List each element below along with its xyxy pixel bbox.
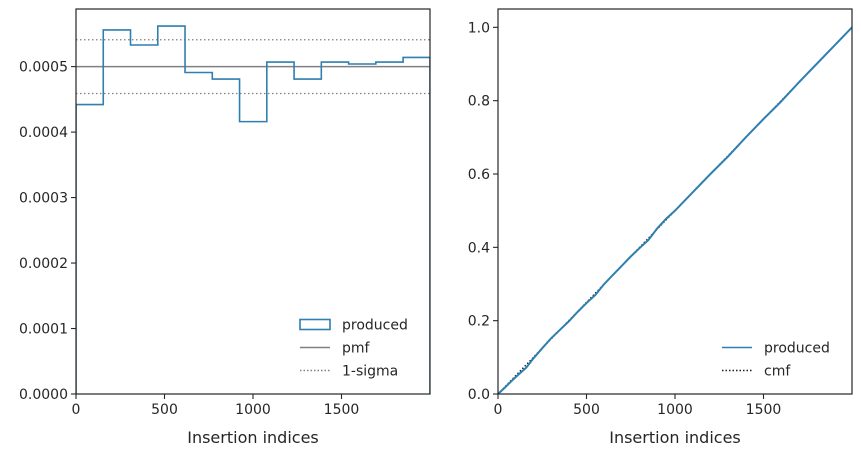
histogram-bin — [267, 62, 294, 394]
legend-label: 1-sigma — [342, 364, 398, 380]
histogram-bin — [376, 62, 403, 394]
legend-label: cmf — [764, 364, 791, 380]
y-tick-label: 0.0002 — [19, 256, 68, 272]
y-tick-label: 0.0005 — [19, 60, 68, 76]
panel-1 — [71, 8, 431, 399]
y-tick-label: 0.0 — [468, 387, 490, 403]
y-tick-label: 0.8 — [468, 94, 490, 110]
legend-label: pmf — [342, 341, 371, 357]
plot-area — [498, 26, 852, 394]
histogram-bin — [240, 122, 267, 394]
x-tick-label: 0 — [72, 402, 81, 418]
y-tick-label: 0.6 — [468, 167, 490, 183]
y-tick-label: 0.0000 — [19, 387, 68, 403]
x-tick-label: 1000 — [235, 402, 271, 418]
histogram-bin — [158, 26, 185, 394]
x-tick-label: 500 — [573, 402, 600, 418]
y-tick-label: 0.2 — [468, 314, 490, 330]
produced-line — [498, 26, 852, 394]
x-tick-label: 1500 — [324, 402, 360, 418]
x-tick-label: 1000 — [657, 402, 693, 418]
legend-label: produced — [342, 318, 408, 334]
legend-swatch-produced — [299, 318, 331, 331]
axes-frame — [497, 8, 853, 395]
histogram-bin — [131, 45, 158, 394]
x-tick-label: 500 — [151, 402, 178, 418]
histogram-bin — [212, 79, 239, 394]
histogram-bin — [294, 79, 321, 394]
x-axis-label: Insertion indices — [609, 428, 741, 447]
x-axis-label: Insertion indices — [187, 428, 319, 447]
y-tick-label: 1.0 — [468, 20, 490, 36]
y-tick-label: 0.0004 — [19, 125, 68, 141]
histogram-bin — [103, 30, 130, 394]
y-tick-label: 0.0001 — [19, 322, 68, 338]
y-tick-label: 0.0003 — [19, 191, 68, 207]
plot-area — [76, 25, 430, 394]
histogram-bin — [403, 57, 430, 394]
produced-step-outline — [76, 25, 430, 394]
x-tick-label: 1500 — [746, 402, 782, 418]
legend-label: produced — [764, 341, 830, 357]
y-tick-label: 0.4 — [468, 240, 490, 256]
histogram-bin — [185, 73, 212, 394]
histogram-bin — [76, 105, 103, 394]
panel-2 — [493, 8, 853, 399]
x-tick-label: 0 — [494, 402, 503, 418]
